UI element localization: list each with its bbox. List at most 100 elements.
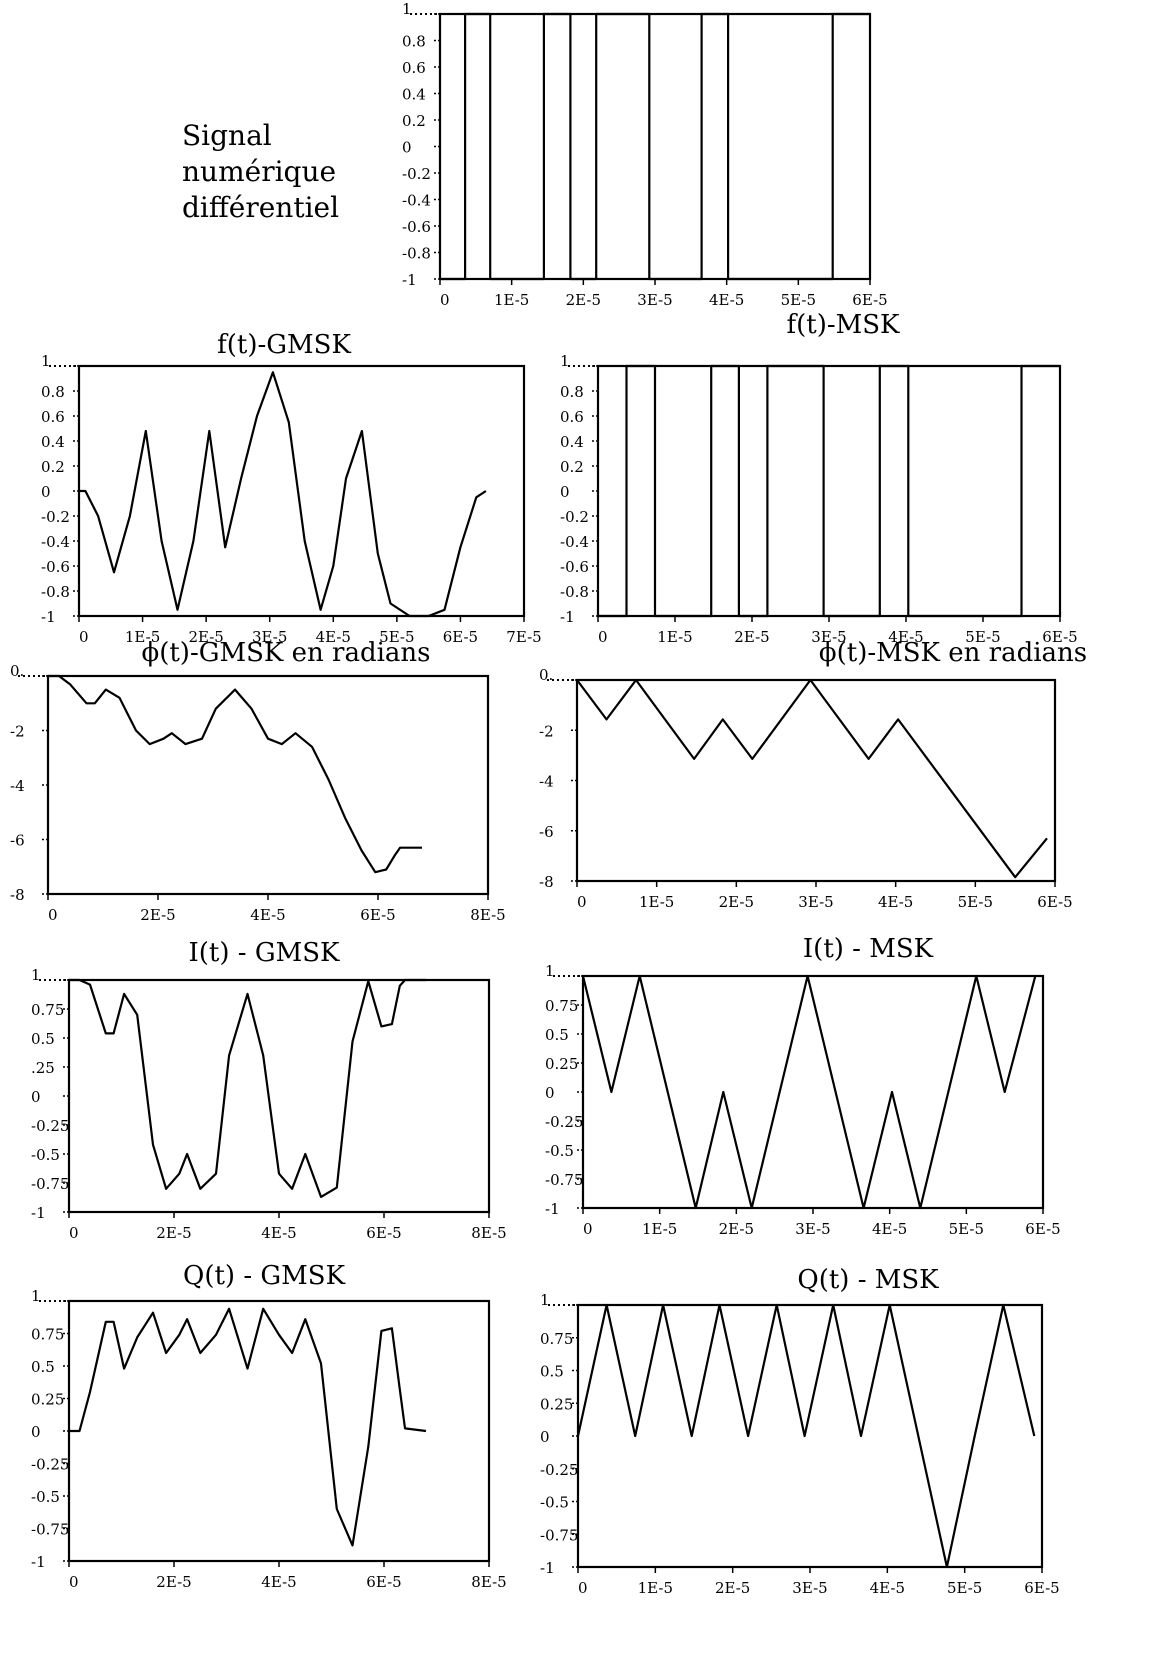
digital-xtick-label: 3E-5 bbox=[637, 291, 672, 309]
i-msk-xtick-label: 0 bbox=[583, 1220, 593, 1238]
f-msk-ytick-label: 0.4 bbox=[560, 433, 584, 451]
phi-gmsk-ytick-label: -2 bbox=[10, 723, 25, 741]
side-label: Signal numérique différentiel bbox=[182, 118, 339, 226]
f-msk-ytick-label: 0.8 bbox=[560, 383, 584, 401]
f-gmsk-ytick-label: 0.4 bbox=[41, 433, 65, 451]
phi-msk-ytick-label: 0. bbox=[539, 666, 553, 684]
f-gmsk-ytick-label: 1 bbox=[41, 352, 51, 370]
phi-gmsk-ytick-label: -8 bbox=[10, 886, 25, 904]
q-msk-xtick-label: 1E-5 bbox=[638, 1579, 673, 1597]
chart-phi-msk: ϕ(t)-MSK en radians 0. -2 -4 -6 -8 0 1E-5 2E-5 3… bbox=[539, 638, 1113, 960]
q-msk-xtick-label: 2E-5 bbox=[715, 1579, 750, 1597]
phi-msk-xtick-label: 3E-5 bbox=[798, 893, 833, 911]
f-gmsk-xtick-label: 6E-5 bbox=[443, 628, 478, 646]
i-msk-ytick-label: -1 bbox=[545, 1200, 560, 1218]
f-gmsk-ytick-label: -0.2 bbox=[41, 508, 70, 526]
chart-f-gmsk: f(t)-GMSK 1 0.8 0.6 0.4 0.2 0 -0.2 -0.4 -0.6 -0.8… bbox=[34, 330, 554, 658]
i-msk-ytick-label: -0.75 bbox=[545, 1171, 583, 1189]
chart-q-gmsk: Q(t) - GMSK 1 0.75 0.5 0.25 0 -0.25 -0.5 -0.75 -… bbox=[31, 1261, 554, 1631]
i-gmsk-ytick-label: -0.5 bbox=[31, 1146, 60, 1164]
f-msk-xtick-label: 4E-5 bbox=[888, 628, 923, 646]
i-msk-frame bbox=[581, 974, 1045, 1210]
i-msk-xtick-label: 4E-5 bbox=[872, 1220, 907, 1238]
i-gmsk-ytick-label: 0.75 bbox=[31, 1001, 64, 1019]
chart-digital-svg: 1 0.8 0.6 0.4 0.2 0 -0.2 -0.4 -0.6 -0.8 -1 0 1E-5 2E-… bbox=[402, 0, 888, 309]
phi-msk-ytick-label: -2 bbox=[539, 722, 554, 740]
q-gmsk-xtick-label: 6E-5 bbox=[366, 1573, 401, 1591]
side-label-line-3: différentiel bbox=[182, 191, 340, 224]
chart-q-msk-title: Q(t) - MSK bbox=[797, 1265, 939, 1295]
f-msk-xtick-label: 6E-5 bbox=[1042, 628, 1077, 646]
i-msk-series-line bbox=[581, 974, 1037, 1210]
q-msk-ytick-label: 0.75 bbox=[540, 1330, 573, 1348]
q-gmsk-ytick-label: 0 bbox=[31, 1423, 41, 1441]
digital-frame bbox=[438, 12, 872, 281]
i-gmsk-frame bbox=[67, 978, 491, 1214]
f-gmsk-xtick-label: 1E-5 bbox=[125, 628, 160, 646]
f-gmsk-xtick-label: 4E-5 bbox=[316, 628, 351, 646]
f-msk-ytick-label: -0.6 bbox=[560, 558, 589, 576]
f-gmsk-ytick-label: -0.8 bbox=[41, 583, 70, 601]
f-msk-ytick-label: 0.2 bbox=[560, 458, 584, 476]
q-msk-xtick-label: 6E-5 bbox=[1024, 1579, 1059, 1597]
q-msk-xtick-label: 3E-5 bbox=[792, 1579, 827, 1597]
f-msk-frame bbox=[596, 364, 1062, 618]
digital-ytick-label: 0.8 bbox=[402, 33, 426, 51]
f-msk-xtick-label: 3E-5 bbox=[811, 628, 846, 646]
i-gmsk-xtick-label: 0 bbox=[69, 1224, 79, 1242]
chart-phi-gmsk-title: ϕ(t)-GMSK en radians bbox=[141, 638, 431, 668]
phi-gmsk-ytick-label: 0. bbox=[10, 662, 24, 680]
q-msk-ytick-label: -0.75 bbox=[540, 1526, 578, 1544]
f-gmsk-xtick-label: 5E-5 bbox=[379, 628, 414, 646]
i-gmsk-ytick-label: -0.75 bbox=[31, 1175, 69, 1193]
chart-i-gmsk-svg: 1 0.75 0.5 .25 0 -0.25 -0.5 -0.75 -1 0 2E-5 4E-5 6E-… bbox=[31, 966, 507, 1242]
q-msk-series-line bbox=[576, 1303, 1036, 1569]
phi-msk-ytick-label: -8 bbox=[539, 873, 554, 891]
digital-xtick-label: 4E-5 bbox=[709, 291, 744, 309]
digital-ytick-label: -0.8 bbox=[402, 245, 431, 263]
q-msk-ytick-label: -0.5 bbox=[540, 1494, 569, 1512]
f-gmsk-series-line bbox=[79, 371, 487, 618]
i-msk-ytick-label: 0.75 bbox=[545, 997, 578, 1015]
q-gmsk-xtick-label: 0 bbox=[69, 1573, 79, 1591]
f-gmsk-frame bbox=[77, 364, 526, 618]
digital-ytick-label: -0.6 bbox=[402, 218, 431, 236]
q-msk-ytick-label: 0.25 bbox=[540, 1395, 573, 1413]
phi-msk-ytick-label: -4 bbox=[539, 773, 554, 791]
q-msk-ytick-label: -0.25 bbox=[540, 1461, 578, 1479]
phi-msk-xtick-label: 4E-5 bbox=[878, 893, 913, 911]
f-gmsk-ytick-label: 0.8 bbox=[41, 383, 65, 401]
f-msk-ytick-label: 1 bbox=[560, 352, 570, 370]
f-msk-ytick-label: -0.4 bbox=[560, 533, 589, 551]
i-msk-ytick-label: 1 bbox=[545, 962, 555, 980]
i-msk-xtick-label: 3E-5 bbox=[795, 1220, 830, 1238]
i-msk-ytick-label: 0 bbox=[545, 1084, 555, 1102]
phi-gmsk-frame bbox=[46, 674, 490, 896]
i-gmsk-ytick-label: -0.25 bbox=[31, 1117, 69, 1135]
q-msk-xtick-label: 5E-5 bbox=[947, 1579, 982, 1597]
phi-msk-frame bbox=[575, 678, 1057, 883]
q-gmsk-ytick-label: -0.75 bbox=[31, 1521, 69, 1539]
f-gmsk-ytick-label: -0.4 bbox=[41, 533, 70, 551]
i-gmsk-xtick-label: 8E-5 bbox=[471, 1224, 506, 1242]
chart-q-gmsk-svg: 1 0.75 0.5 0.25 0 -0.25 -0.5 -0.75 -1 0 2E-5 4E-5 6E… bbox=[31, 1287, 507, 1591]
chart-f-gmsk-svg: 1 0.8 0.6 0.4 0.2 0 -0.2 -0.4 -0.6 -0.8 -1 0 1E-5 2E-… bbox=[41, 352, 542, 646]
f-msk-series-line bbox=[598, 364, 1060, 618]
i-gmsk-ytick-label: 0 bbox=[31, 1088, 41, 1106]
digital-ytick-label: 0.2 bbox=[402, 112, 426, 130]
phi-gmsk-xtick-label: 0 bbox=[48, 906, 58, 924]
q-msk-xtick-label: 0 bbox=[578, 1579, 588, 1597]
q-msk-xtick-label: 4E-5 bbox=[870, 1579, 905, 1597]
digital-xtick-label: 6E-5 bbox=[852, 291, 887, 309]
f-gmsk-ytick-label: -1 bbox=[41, 608, 56, 626]
digital-ytick-label: 0 bbox=[402, 139, 412, 157]
chart-f-msk-svg: 1 0.8 0.6 0.4 0.2 0 -0.2 -0.4 -0.6 -0.8 -1 0 1E-5 2E-… bbox=[560, 352, 1078, 646]
chart-phi-msk-svg: 0. -2 -4 -6 -8 0 1E-5 2E-5 3E-5 4E-5 5E-5 6E-5 bbox=[539, 666, 1073, 911]
chart-q-gmsk-title: Q(t) - GMSK bbox=[183, 1261, 345, 1291]
phi-msk-xtick-label: 5E-5 bbox=[958, 893, 993, 911]
f-gmsk-xtick-label: 7E-5 bbox=[506, 628, 541, 646]
chart-i-msk-svg: 1 0.75 0.5 0.25 0 -0.25 -0.5 -0.75 -1 0 1E-5 2E-5 3E… bbox=[545, 962, 1061, 1238]
phi-msk-ytick-label: -6 bbox=[539, 823, 554, 841]
digital-ytick-label: -0.4 bbox=[402, 192, 431, 210]
digital-xtick-label: 5E-5 bbox=[781, 291, 816, 309]
